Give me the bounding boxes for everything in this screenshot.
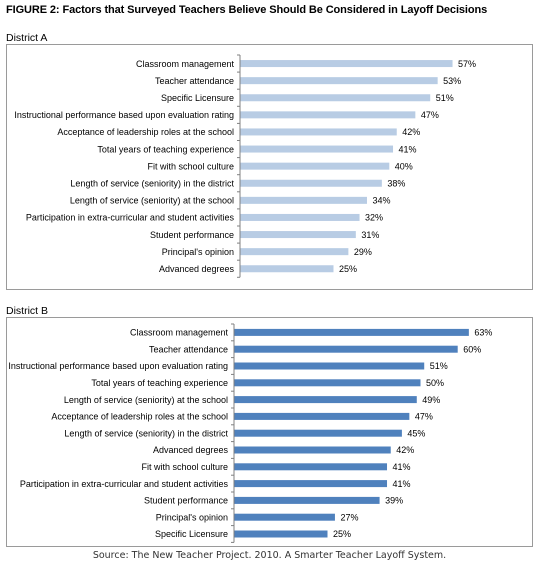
district-a-plot: Classroom management 57% Teacher attendanc… (14, 54, 476, 278)
category-label: Specific Licensure (155, 529, 228, 539)
category-label: Total years of teaching experience (97, 144, 234, 154)
value-label: 50% (426, 378, 444, 388)
bar (234, 328, 469, 336)
district-a-chart: Classroom management 57% Teacher attendanc… (6, 44, 533, 290)
bar (234, 446, 391, 454)
bar (234, 530, 328, 538)
bar (240, 94, 431, 102)
value-label: 31% (361, 230, 379, 240)
category-label: Acceptance of leadership roles at the sc… (51, 412, 228, 422)
category-label: Principal's opinion (156, 512, 228, 522)
category-label: Teacher attendance (149, 344, 228, 354)
bar (234, 362, 425, 370)
category-label: Total years of teaching experience (91, 378, 228, 388)
bar (240, 248, 349, 256)
value-label: 41% (399, 144, 417, 154)
value-label: 32% (365, 213, 383, 223)
district-a-label: District A (6, 32, 48, 44)
value-label: 29% (354, 247, 372, 257)
value-label: 63% (474, 328, 492, 338)
bar (240, 128, 397, 136)
value-label: 42% (396, 445, 414, 455)
category-label: Advanced degrees (159, 264, 235, 274)
bar (234, 463, 388, 471)
district-b-plot: Classroom management 63% Teacher attendanc… (8, 323, 492, 543)
category-label: Fit with school culture (147, 161, 234, 171)
category-label: Student performance (150, 230, 234, 240)
district-b-label: District B (6, 305, 48, 317)
value-label: 27% (340, 512, 358, 522)
bar (240, 231, 356, 239)
source-note: Source: The New Teacher Project. 2010. A… (92, 550, 447, 561)
category-label: Length of service (seniority) at the sch… (64, 395, 228, 405)
bar (240, 179, 382, 187)
bar (240, 213, 360, 221)
district-b-chart: Classroom management 63% Teacher attendanc… (6, 317, 533, 547)
value-label: 34% (372, 196, 390, 206)
category-label: Participation in extra-curricular and st… (26, 213, 235, 223)
bar (240, 111, 416, 119)
bar (234, 345, 458, 353)
category-label: Advanced degrees (153, 445, 229, 455)
value-label: 51% (436, 93, 454, 103)
value-label: 47% (415, 412, 433, 422)
bar (234, 480, 388, 488)
category-label: Length of service (seniority) in the dis… (64, 428, 228, 438)
bar (234, 379, 421, 387)
category-label: Student performance (144, 496, 228, 506)
category-label: Participation in extra-curricular and st… (20, 479, 229, 489)
value-label: 57% (458, 59, 476, 69)
bar (234, 429, 402, 437)
category-label: Acceptance of leadership roles at the sc… (57, 127, 234, 137)
category-label: Specific Licensure (161, 93, 234, 103)
category-label: Length of service (seniority) in the dis… (70, 178, 234, 188)
category-label: Length of service (seniority) at the sch… (70, 196, 234, 206)
value-label: 53% (443, 76, 461, 86)
bar (240, 196, 367, 204)
category-label: Fit with school culture (141, 462, 228, 472)
bar (240, 265, 334, 273)
value-label: 40% (395, 161, 413, 171)
value-label: 25% (333, 529, 351, 539)
category-label: Instructional performance based upon eva… (14, 110, 234, 120)
category-label: Classroom management (130, 328, 229, 338)
category-label: Instructional performance based upon eva… (8, 361, 228, 371)
bar (234, 396, 417, 404)
value-label: 41% (393, 479, 411, 489)
bar (234, 496, 380, 504)
bar (240, 162, 390, 170)
value-label: 45% (407, 428, 425, 438)
value-label: 60% (463, 344, 481, 354)
bar (240, 77, 438, 85)
category-label: Classroom management (136, 59, 235, 69)
value-label: 49% (422, 395, 440, 405)
category-label: Principal's opinion (162, 247, 234, 257)
value-label: 42% (402, 127, 420, 137)
value-label: 51% (430, 361, 448, 371)
bar (234, 412, 410, 420)
category-label: Teacher attendance (155, 76, 234, 86)
value-label: 47% (421, 110, 439, 120)
value-label: 25% (339, 264, 357, 274)
bar (240, 60, 453, 68)
bar (234, 513, 335, 521)
bar (240, 145, 394, 153)
value-label: 39% (385, 496, 403, 506)
value-label: 38% (387, 178, 405, 188)
figure-title: FIGURE 2: Factors that Surveyed Teachers… (6, 4, 488, 16)
value-label: 41% (393, 462, 411, 472)
